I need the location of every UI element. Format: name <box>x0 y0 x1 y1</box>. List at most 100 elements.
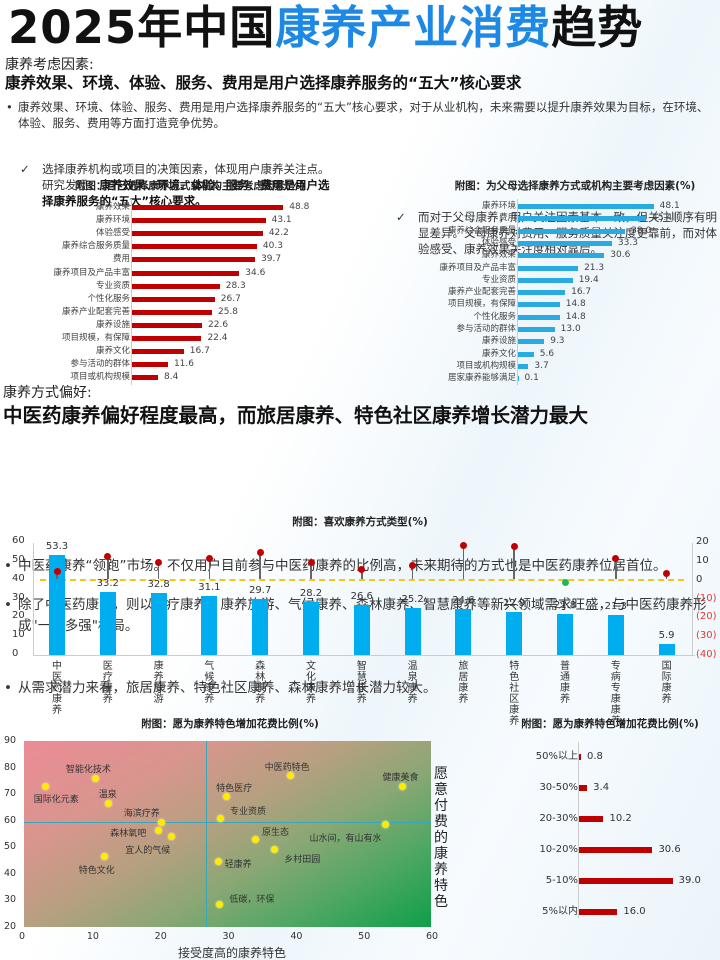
bar-value: 22.6 <box>208 319 229 330</box>
y-tick-right: 20 <box>696 536 709 547</box>
y-tick-left: 0 <box>12 648 19 659</box>
page-title: 2025年中国康养产业消费趋势 <box>8 2 720 54</box>
bar-row: 费用 39.7 <box>8 253 281 266</box>
scatter-point <box>382 821 390 829</box>
x-label: 特色社区康养 <box>509 661 520 727</box>
bar-row: 5%以内 16.0 <box>506 905 646 919</box>
x-label: 智慧康养 <box>356 661 367 705</box>
bar <box>518 265 579 271</box>
scatter-label: 轻康养 <box>224 859 252 870</box>
bar <box>579 785 588 791</box>
bar-row: 康养项目及产品丰富 21.3 <box>394 262 604 275</box>
scatter-point <box>216 814 224 822</box>
lollipop-stem <box>56 571 58 579</box>
bar-label: 专业资质 <box>481 274 516 285</box>
chart5-axis <box>578 742 579 918</box>
bar-value: 24.6 <box>452 594 475 606</box>
bar-row: 康养文化 16.7 <box>8 345 210 358</box>
chart4-quadrant-v <box>206 741 207 927</box>
bar-label: 5%以内 <box>542 906 578 917</box>
bar-row: 项目规模，有保障 14.8 <box>394 298 586 311</box>
bar <box>49 554 65 655</box>
chart3-left-axis <box>33 543 34 656</box>
scatter-label: 中医药特色 <box>264 762 310 773</box>
bar-value: 32.8 <box>147 579 170 591</box>
bar-label: 个性化服务 <box>473 311 516 322</box>
bar-row: 体验感受 42.2 <box>8 227 289 240</box>
bar <box>518 376 519 382</box>
scatter-point <box>158 818 166 826</box>
bar <box>518 253 605 259</box>
lollipop-stem <box>513 546 515 579</box>
bar <box>518 277 573 283</box>
x-label: 旅居康养 <box>458 661 469 705</box>
section1-label: 康养考虑因素: <box>5 57 94 73</box>
x-tick: 10 <box>86 931 99 942</box>
section1-headline: 康养效果、环境、体验、服务、费用是用户选择康养服务的“五大”核心要求 <box>5 74 522 92</box>
section2-label: 康养方式偏好: <box>3 385 92 401</box>
scatter-label: 乡村田园 <box>284 854 321 865</box>
scatter-point <box>105 799 113 807</box>
bar-label: 居家康养能够满足 <box>447 373 516 384</box>
bar-row: 居家康养能够满足 0.1 <box>394 372 539 385</box>
scatter-point <box>222 793 230 801</box>
bar <box>579 816 604 822</box>
bar-label: 个性化服务 <box>87 293 130 304</box>
bar-label: 康养设施 <box>481 336 516 347</box>
lollipop-stem <box>310 562 312 579</box>
lollipop-dot <box>155 558 163 566</box>
bar-row: 康养综合服务质量 40.3 <box>8 240 283 253</box>
y-tick: 50 <box>4 841 17 853</box>
check-icon: ✓ <box>20 162 30 176</box>
y-tick-right: (30) <box>696 630 717 642</box>
y-tick-left: 40 <box>12 572 25 584</box>
bar-value: 42.2 <box>268 228 289 239</box>
chart4-ylabel: 愿意付费的康养特色 <box>434 766 448 910</box>
bar-label: 康养效果 <box>481 250 516 261</box>
chart2-title: 附图：为父母选择康养方式或机构主要考虑因素(%) <box>454 180 696 192</box>
bar-value: 22.9 <box>503 597 526 609</box>
bar <box>132 244 257 250</box>
bar-row: 康养效果 30.6 <box>394 249 630 262</box>
bar-value: 16.7 <box>571 287 592 298</box>
bar-value: 16.0 <box>623 906 646 917</box>
bar-label: 体验感受 <box>95 228 130 239</box>
x-tick: 20 <box>154 931 167 942</box>
y-tick-right: (10) <box>696 592 717 604</box>
chart2-axis <box>517 199 518 385</box>
bar-label: 费用 <box>112 254 130 265</box>
chart3-right-axis <box>692 543 693 656</box>
bar-value: 22.4 <box>207 333 228 343</box>
bar <box>518 327 555 332</box>
bar <box>132 349 184 355</box>
y-tick: 70 <box>4 788 17 800</box>
bar-label: 康养设施 <box>95 319 130 330</box>
bar-value: 8.4 <box>164 372 179 383</box>
bar-value: 13.0 <box>560 324 581 334</box>
bar-label: 50%以上 <box>535 751 578 762</box>
bar <box>518 351 534 357</box>
lollipop-dot <box>307 558 315 566</box>
y-tick-left: 50 <box>12 553 25 565</box>
bar <box>658 643 675 655</box>
chart4-xlabel: 接受度高的康养特色 <box>178 946 287 960</box>
lollipop-stem <box>208 558 211 579</box>
section2-headline: 中医药康养偏好程度最高，而旅居康养、特色社区康养增长潜力最大 <box>3 404 589 427</box>
x-label: 专病专康康养 <box>610 661 621 727</box>
bar-value: 9.3 <box>550 336 565 347</box>
lollipop-dot <box>561 579 569 587</box>
bar-value: 26.6 <box>350 590 373 602</box>
bar-row: 项目或机构规模 3.7 <box>394 360 548 373</box>
bar-row: 康养文化 5.6 <box>394 348 554 361</box>
bar-label: 康养环境 <box>95 215 130 226</box>
x-label: 医疗康养 <box>102 661 113 705</box>
y-tick-right: 0 <box>696 573 703 585</box>
lollipop-dot <box>104 552 112 560</box>
scatter-label: 低碳，环保 <box>229 895 275 906</box>
bar-label: 康养效果 <box>95 202 130 212</box>
bar <box>579 878 673 884</box>
section1-bullet: 康养效果、环境、体验、服务、费用是用户选择康养服务的“五大”核心要求，对于从业机… <box>4 99 716 131</box>
bar-value: 30.6 <box>610 250 631 261</box>
bar <box>518 339 545 345</box>
scatter-label: 专业资质 <box>230 807 267 818</box>
